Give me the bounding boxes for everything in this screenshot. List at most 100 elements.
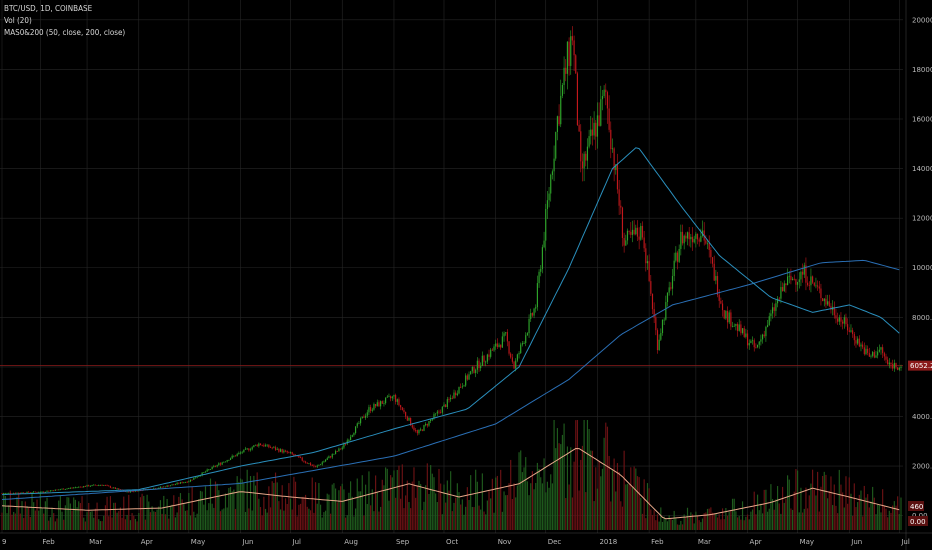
candle-body: [93, 484, 95, 486]
volume-bar: [181, 499, 183, 530]
volume-bar: [738, 516, 740, 530]
volume-bar: [136, 521, 138, 530]
volume-bar: [825, 474, 827, 530]
volume-bar: [365, 484, 367, 530]
candle-body: [68, 488, 70, 489]
candle-body: [606, 92, 609, 109]
volume-bar: [890, 512, 892, 530]
candle-body: [283, 450, 285, 453]
volume-bar: [78, 501, 80, 530]
volume-bar: [93, 517, 95, 530]
candle-body: [526, 333, 528, 336]
candle-body: [676, 252, 679, 262]
volume-bar: [852, 515, 854, 530]
time-axis[interactable]: 9 Feb Mar Apr May Jun Jul Aug Sep Oct Nov Dec 2018 Fe…: [2, 538, 910, 546]
candle-body: [711, 257, 714, 264]
volume-bar: [101, 521, 103, 530]
volume-bar: [695, 511, 697, 530]
candle-body: [361, 416, 363, 419]
candle-body: [785, 283, 787, 286]
volume-bar: [743, 520, 745, 530]
volume-bar: [373, 511, 375, 530]
volume-bar: [751, 509, 754, 530]
candle-body: [431, 418, 433, 420]
candle-body: [635, 227, 637, 235]
candle-body: [706, 243, 709, 245]
candle-body: [528, 318, 530, 334]
candle-body: [248, 448, 250, 451]
volume-bar: [23, 518, 25, 530]
candle-body: [51, 490, 53, 492]
time-tick-label: Jun: [242, 538, 254, 546]
volume-bar: [323, 512, 325, 530]
volume-bar: [500, 469, 502, 530]
volume-bar: [535, 482, 537, 530]
volume-bar: [883, 505, 885, 530]
volume-bar: [219, 511, 222, 530]
symbol-label[interactable]: BTC/USD, 1D, COINBASE: [4, 4, 93, 13]
volume-bar: [495, 477, 497, 530]
candle-body: [455, 392, 457, 396]
candle-body: [8, 492, 10, 494]
volume-bar: [84, 521, 86, 530]
candle-body: [671, 276, 674, 289]
volume-bar: [279, 509, 282, 530]
volume-bar: [194, 517, 197, 530]
candle-body: [368, 407, 370, 413]
volume-bar: [823, 471, 825, 530]
candle-body: [99, 484, 101, 486]
volume-bar: [715, 513, 717, 530]
volume-bar: [678, 524, 680, 530]
volume-bar: [138, 513, 140, 530]
candle-body: [842, 321, 844, 324]
candle-body: [4, 493, 6, 494]
candle-body: [636, 227, 639, 237]
volume-indicator-label[interactable]: Vol (20): [4, 16, 32, 25]
volume-bar: [817, 471, 819, 530]
volume-bar: [638, 477, 640, 530]
candle-body: [852, 330, 854, 335]
volume-bar: [281, 485, 283, 530]
volume-bar: [116, 512, 118, 530]
volume-bar: [163, 495, 165, 530]
volume-bar: [596, 488, 599, 530]
candle-body: [393, 395, 395, 397]
candle-body: [848, 330, 850, 332]
candle-body: [423, 425, 425, 431]
candle-body: [138, 490, 140, 492]
candle-body: [808, 285, 810, 286]
candle-body: [661, 319, 664, 334]
candle-body: [66, 488, 68, 490]
volume-bar: [154, 511, 157, 530]
volume-bar: [708, 508, 710, 530]
candle-body: [776, 298, 779, 304]
volume-bar: [551, 483, 553, 530]
volume-bar: [573, 461, 575, 530]
volume-bar: [706, 508, 709, 530]
volume-bar: [254, 485, 257, 530]
candle-body: [236, 454, 238, 457]
candle-body: [506, 332, 508, 342]
volume-bar: [843, 507, 845, 530]
candle-body: [895, 362, 897, 368]
candle-body: [438, 411, 440, 413]
candle-body: [580, 131, 582, 162]
candle-body: [726, 310, 729, 323]
volume-bar: [675, 517, 677, 530]
ma-indicator-label[interactable]: MAS0&200 (50, close, 200, close): [4, 28, 126, 37]
volume-bar: [493, 512, 495, 530]
candle-body: [188, 481, 190, 483]
candle-body: [645, 248, 647, 264]
candle-body: [131, 491, 133, 493]
candle-body: [326, 458, 328, 460]
volume-bar: [711, 512, 714, 530]
volume-bar: [133, 515, 135, 530]
volume-bar: [159, 500, 162, 530]
chart-legend: BTC/USD, 1D, COINBASE Vol (20) MAS0&200 …: [4, 3, 125, 39]
candle-body: [159, 486, 162, 488]
price-axis[interactable]: 20000.00 18000.00 16000.00 14000.00 12000.00…: [912, 16, 932, 520]
candle-body: [897, 367, 899, 370]
candle-body: [576, 73, 579, 126]
candle-body: [219, 463, 222, 465]
